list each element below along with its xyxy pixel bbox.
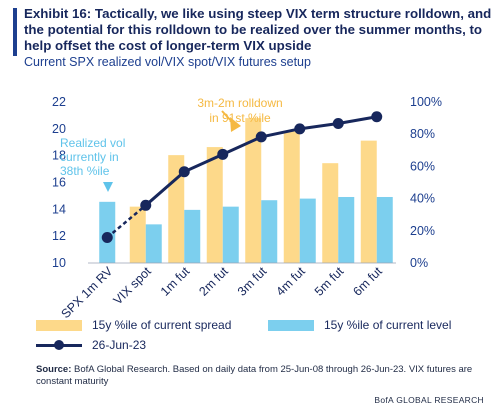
left-tick-label: 10: [52, 256, 66, 270]
annotation-realized-vol-text: Realized vol: [60, 136, 125, 150]
line-point: [178, 166, 190, 178]
legend-item-level: 15y %ile of current level: [268, 318, 451, 332]
left-tick-label: 22: [52, 95, 66, 109]
line-point: [371, 111, 383, 123]
exhibit-title: Exhibit 16: Tactically, we like using st…: [24, 6, 492, 53]
bar-spread: [322, 163, 339, 263]
x-tick-label: 5m fut: [312, 264, 347, 299]
bar-spread: [360, 140, 377, 263]
line-point: [140, 199, 152, 211]
bar-spread: [206, 147, 223, 263]
bar-level: [184, 209, 201, 263]
legend-label-level: 15y %ile of current level: [324, 318, 452, 332]
left-tick-label: 16: [52, 176, 66, 190]
bar-level: [338, 196, 355, 263]
legend-swatch-level: [268, 319, 314, 331]
line-point: [255, 131, 267, 143]
x-tick-label: 6m fut: [350, 264, 385, 299]
bar-level: [299, 198, 316, 263]
bar-level: [222, 206, 239, 263]
legend-label-spread: 15y %ile of current spread: [92, 318, 232, 332]
bar-level: [145, 224, 162, 263]
brand-footer: BofA GLOBAL RESEARCH: [374, 395, 484, 405]
source-note: Source: BofA Global Research. Based on d…: [36, 364, 476, 388]
bar-series: [99, 118, 393, 263]
bar-level: [261, 200, 278, 263]
right-tick-label: 0%: [410, 256, 428, 270]
right-tick-label: 100%: [410, 95, 442, 109]
x-tick-label: 3m fut: [235, 264, 270, 299]
bar-spread: [283, 130, 300, 263]
right-axis-ticks: 0% 20% 40% 60% 80% 100%: [410, 95, 442, 270]
left-tick-label: 14: [52, 202, 66, 216]
exhibit-accent-bar: [13, 8, 17, 56]
bar-spread: [129, 206, 146, 263]
legend-item-line: 26-Jun-23: [36, 338, 146, 352]
legend-item-spread: 15y %ile of current spread: [36, 318, 231, 332]
line-segment-dashed: [106, 204, 147, 239]
left-tick-label: 18: [52, 149, 66, 163]
annotation-rolldown-arrow: [230, 117, 241, 132]
x-tick-label: 1m fut: [158, 264, 193, 299]
left-tick-label: 20: [52, 122, 66, 136]
legend-swatch-line: [36, 339, 82, 351]
source-text: BofA Global Research. Based on daily dat…: [36, 364, 473, 387]
legend-label-line: 26-Jun-23: [92, 338, 147, 352]
annotation-rolldown-text: in 91st %ile: [209, 111, 271, 125]
left-tick-label: 12: [52, 229, 66, 243]
bar-level: [376, 196, 393, 263]
annotation-realized-vol-text: currently in: [60, 150, 119, 164]
x-tick-label: VIX spot: [111, 264, 155, 308]
line-point: [101, 232, 113, 244]
exhibit-subtitle: Current SPX realized vol/VIX spot/VIX fu…: [24, 55, 311, 69]
annotation-realized-vol-arrow: [103, 182, 113, 192]
source-label: Source:: [36, 364, 72, 375]
x-tick-label: SPX 1m RV: [58, 264, 115, 320]
right-tick-label: 40%: [410, 192, 435, 206]
annotation-rolldown-arrow-shaft: [221, 110, 235, 125]
term-structure-chart: 10 12 14 16 18 20 22 0% 20% 40% 60% 80% 100% SPX 1m…: [52, 95, 442, 320]
x-tick-label: 2m fut: [196, 264, 231, 299]
legend-swatch-spread: [36, 319, 82, 331]
line-point: [217, 148, 229, 160]
right-tick-label: 80%: [410, 127, 435, 141]
annotation-realized-vol-text: 38th %ile: [60, 164, 110, 178]
line-point: [332, 117, 344, 129]
left-axis-ticks: 10 12 14 16 18 20 22: [52, 95, 66, 270]
line-series-26-jun-23: [101, 111, 383, 244]
right-tick-label: 60%: [410, 159, 435, 173]
x-tick-label: 4m fut: [273, 264, 308, 299]
bar-spread: [245, 118, 262, 263]
annotation-rolldown-text: 3m-2m rolldown: [197, 96, 282, 110]
line-point: [294, 123, 306, 135]
right-tick-label: 20%: [410, 224, 435, 238]
